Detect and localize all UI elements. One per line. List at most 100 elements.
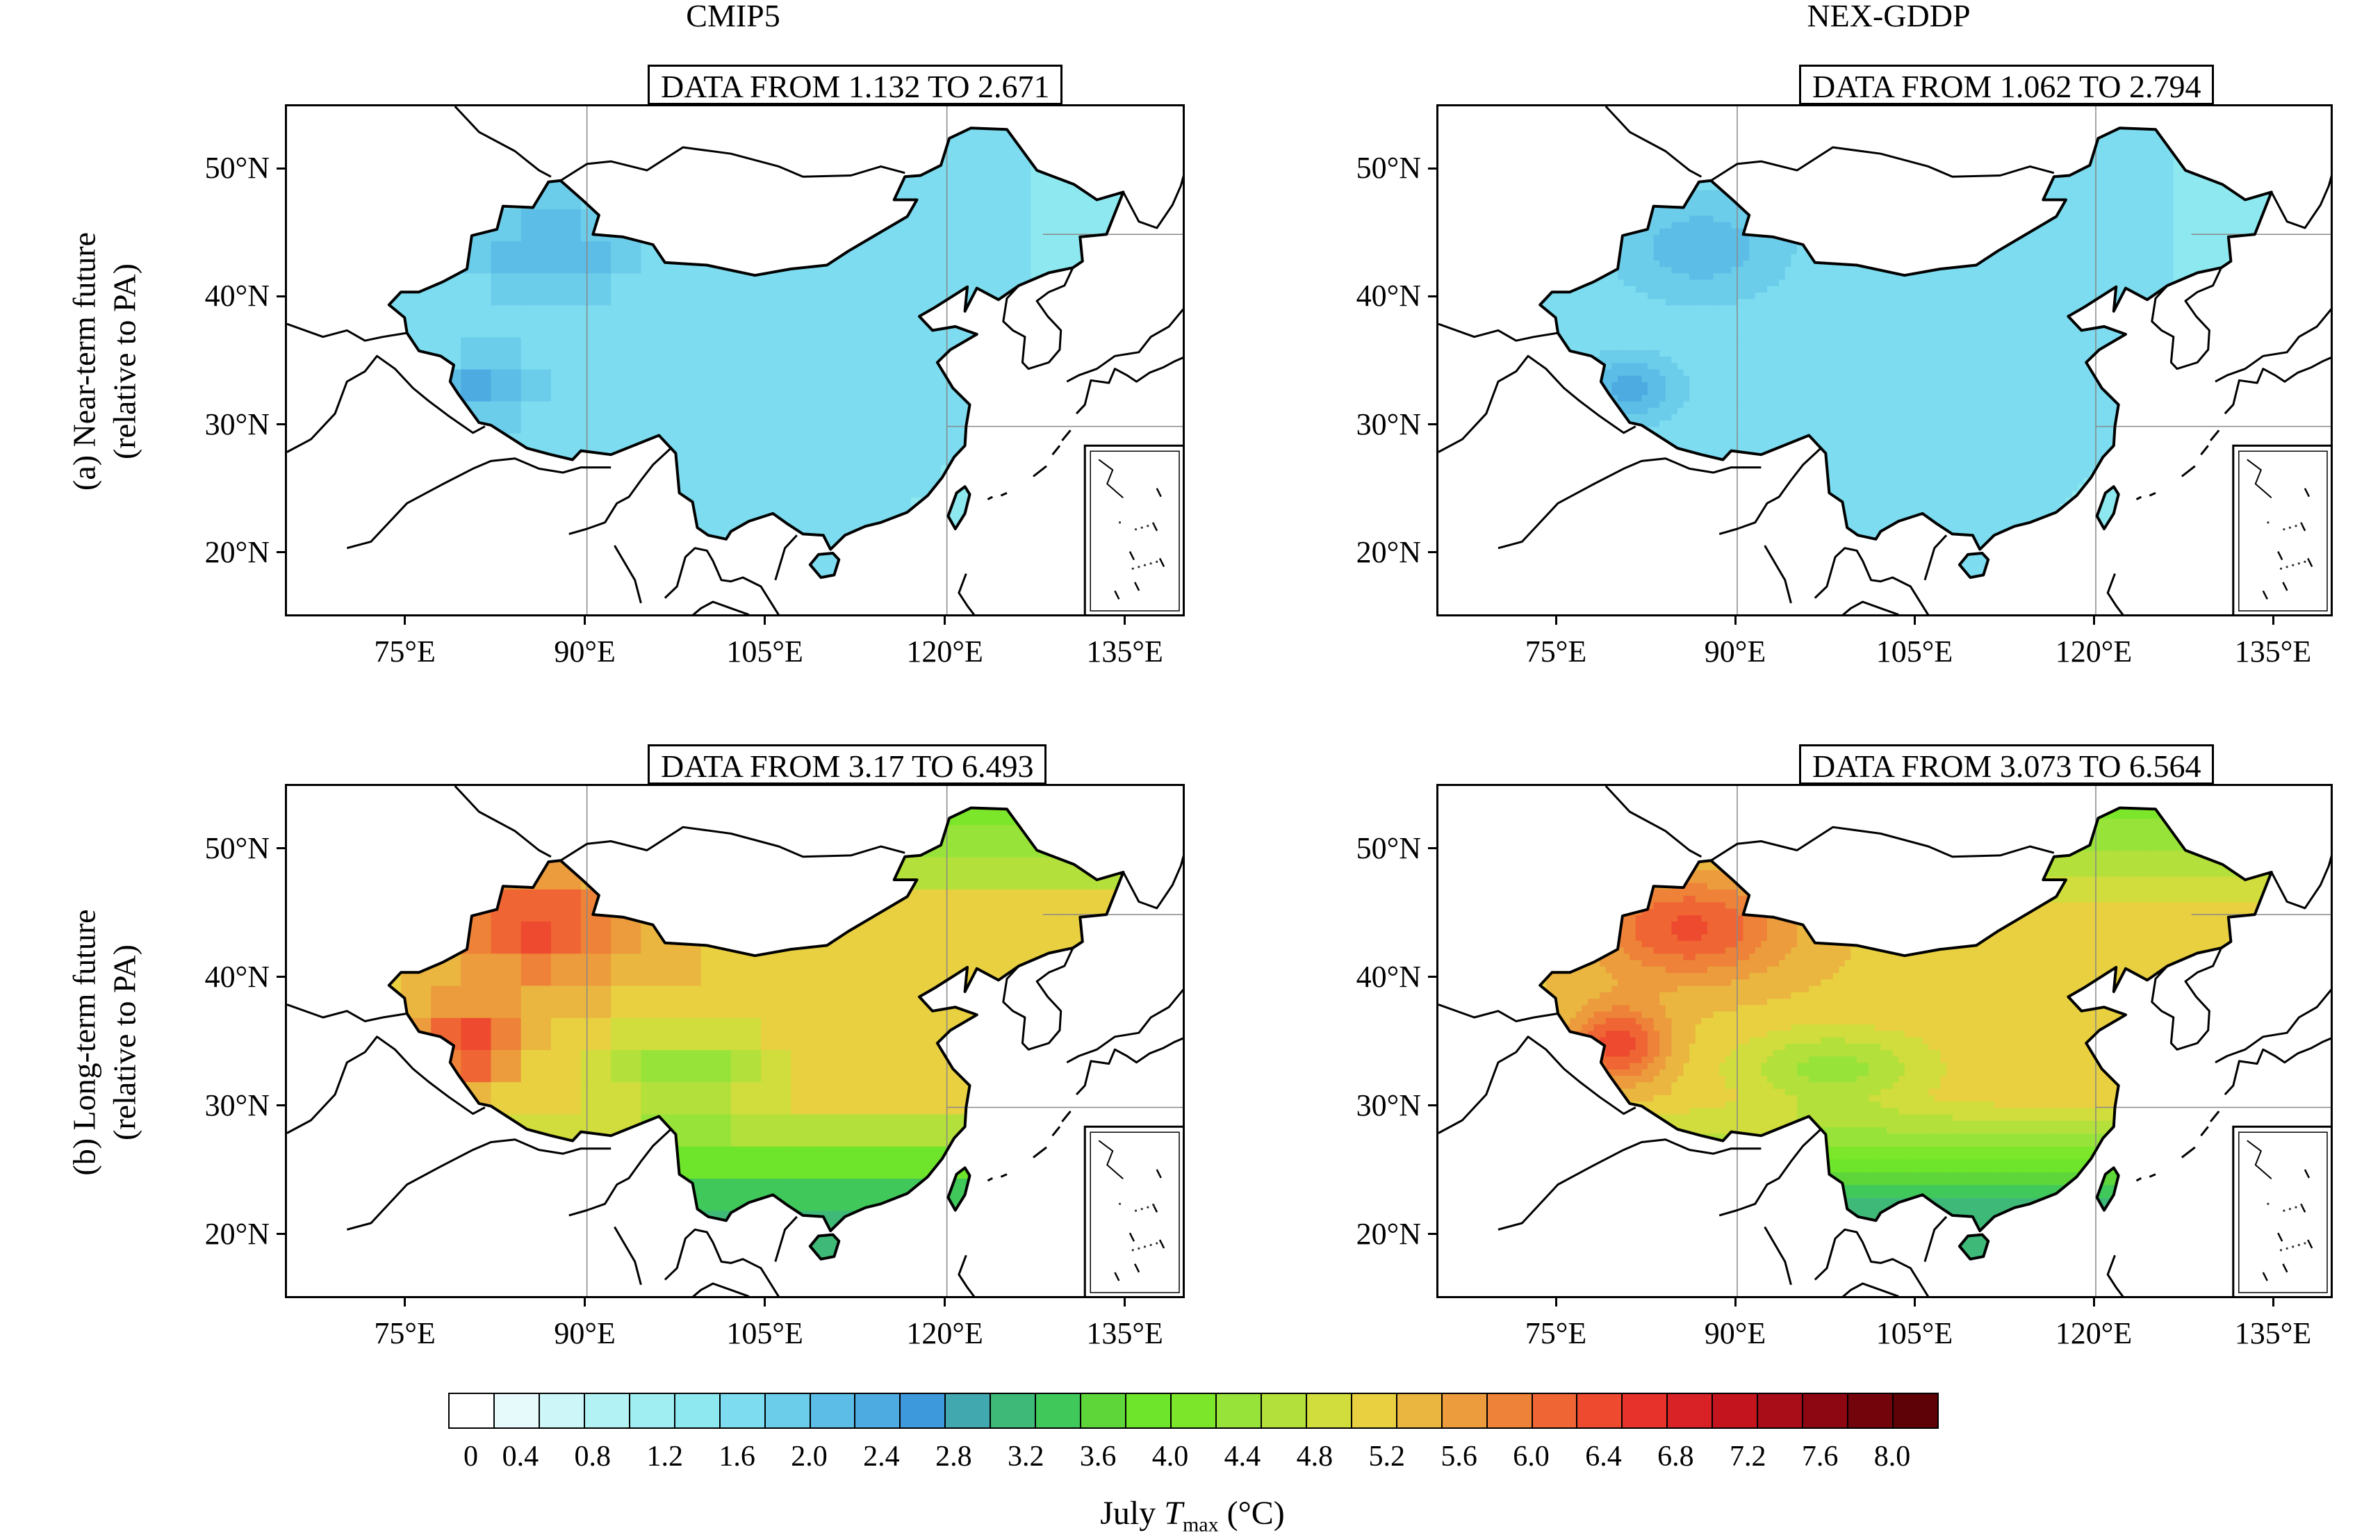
field-cell: [1862, 529, 1869, 536]
field-cell: [1695, 573, 1702, 578]
field-cell: [1869, 368, 1876, 376]
field-cell: [1582, 145, 1589, 152]
field-cell: [1552, 183, 1559, 190]
field-cell: [1862, 183, 1869, 190]
field-cell: [1540, 260, 1541, 268]
field-cell: [791, 561, 822, 578]
field-cell: [1683, 388, 1690, 395]
field-cell: [1779, 541, 1786, 549]
field-cell: [1558, 350, 1565, 357]
field-cell: [700, 272, 732, 306]
field-cell: [1773, 400, 1780, 408]
field-cell: [1588, 368, 1595, 376]
field-cell: [1814, 330, 1822, 338]
field-cell: [1863, 587, 1869, 593]
field-cell: [1618, 228, 1625, 235]
field-cell: [1665, 503, 1673, 511]
field-cell: [1767, 119, 1773, 126]
field-cell: [1695, 202, 1702, 210]
field-cell: [1540, 439, 1541, 447]
field-cell: [1564, 170, 1570, 178]
field-cell: [1821, 253, 1828, 261]
field-cell: [1814, 247, 1822, 254]
field-cell: [1773, 253, 1780, 261]
field-cell: [1713, 445, 1720, 453]
field-cell: [1707, 343, 1714, 350]
field-cell: [1803, 439, 1809, 447]
field-cell: [521, 106, 552, 113]
field-cell: [431, 561, 462, 578]
field-cell: [1755, 221, 1762, 229]
field-cell: [1725, 439, 1732, 447]
field-cell: [1809, 298, 1816, 306]
field-cell: [1582, 208, 1589, 216]
field-cell: [880, 336, 912, 370]
field-cell: [1593, 362, 1600, 370]
field-cell: [1839, 215, 1846, 222]
field-cell: [491, 240, 522, 274]
field-cell: [730, 208, 762, 242]
field-cell: [1827, 228, 1834, 235]
field-cell: [1707, 503, 1714, 511]
field-cell: [1593, 260, 1600, 268]
field-cell: [1784, 279, 1792, 286]
field-cell: [1832, 170, 1839, 178]
field-cell: [1785, 119, 1791, 126]
field-cell: [1540, 471, 1541, 479]
field-cell: [821, 145, 852, 178]
field-cell: [611, 336, 642, 370]
field-cell: [1618, 503, 1625, 511]
field-cell: [1761, 189, 1768, 197]
field-cell: [1839, 292, 1846, 300]
field-cell: [1791, 573, 1798, 578]
field-cell: [1677, 324, 1684, 331]
field-cell: [1869, 516, 1876, 523]
field-cell: [1784, 413, 1792, 421]
field-cell: [1809, 548, 1816, 555]
field-cell: [1593, 471, 1600, 479]
field-cell: [1743, 272, 1750, 280]
field-cell: [1558, 128, 1565, 133]
field-cell: [1749, 330, 1756, 338]
field-cell: [1827, 535, 1834, 543]
field-cell: [1869, 215, 1876, 222]
field-cell: [1827, 368, 1834, 376]
field-cell: [1588, 311, 1595, 318]
field-cell: [1635, 407, 1643, 414]
field-cell: [1648, 163, 1655, 171]
field-cell: [1832, 311, 1839, 318]
field-cell: [1844, 567, 1852, 575]
field-cell: [1803, 368, 1809, 376]
field-cell: [520, 432, 552, 466]
field-cell: [1618, 439, 1625, 447]
field-cell: [1814, 432, 1822, 440]
field-cell: [491, 208, 522, 242]
field-cell: [1635, 375, 1643, 382]
field-cell: [1570, 516, 1577, 523]
field-cell: [1671, 516, 1678, 523]
field-cell: [1540, 452, 1547, 459]
field-cell: [1821, 567, 1828, 575]
field-cell: [1779, 196, 1786, 203]
field-cell: [1618, 151, 1625, 158]
field-cell: [1611, 394, 1618, 402]
field-cell: [1623, 324, 1630, 331]
field-cell: [641, 240, 672, 274]
field-cell: [1540, 151, 1547, 158]
field-cell: [1701, 189, 1708, 197]
field-cell: [1755, 196, 1762, 203]
field-cell: [1540, 554, 1541, 562]
field-cell: [1839, 228, 1846, 235]
field-cell: [1814, 272, 1822, 280]
field-cell: [1593, 490, 1600, 498]
field-cell: [1653, 330, 1660, 338]
field-cell: [1552, 471, 1559, 479]
field-cell: [1570, 128, 1577, 133]
field-cell: [1850, 304, 1857, 312]
field-cell: [1545, 529, 1553, 536]
field-cell: [1635, 535, 1643, 543]
field-cell: [1827, 529, 1834, 536]
field-cell: [1814, 400, 1822, 408]
field-cell: [1635, 368, 1643, 376]
field-cell: [1839, 170, 1846, 178]
